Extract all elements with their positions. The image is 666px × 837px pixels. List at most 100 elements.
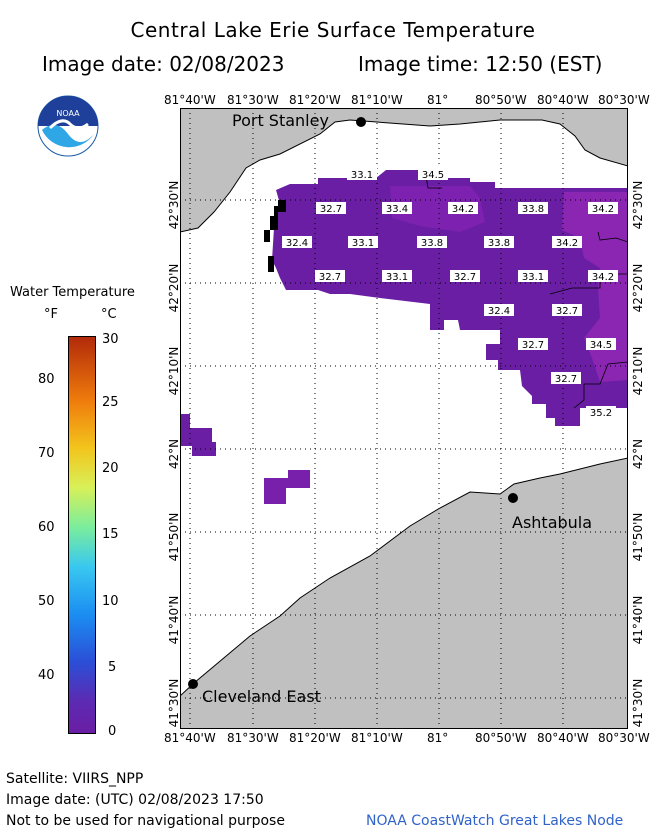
- footer-credit: NOAA CoastWatch Great Lakes Node: [366, 813, 624, 829]
- footer-utc-date: Image date: (UTC) 02/08/2023 17:50: [6, 792, 264, 808]
- footer-disclaimer: Not to be used for navigational purpose: [6, 813, 285, 829]
- temp-label: 32.7: [316, 202, 346, 215]
- city-marker: [356, 117, 366, 127]
- legend-unit-c: °C: [101, 307, 117, 322]
- legend-c-tick: 5: [108, 660, 117, 675]
- temperature-region-warm: [390, 186, 485, 232]
- temp-label: 34.2: [588, 270, 618, 283]
- lon-tick-bottom: 80°50'W: [475, 731, 527, 745]
- svg-text:32.7: 32.7: [454, 272, 476, 283]
- temp-label: 33.4: [382, 202, 412, 215]
- svg-text:32.4: 32.4: [286, 238, 308, 249]
- legend-c-tick: 30: [102, 332, 119, 347]
- temp-label: 34.5: [586, 338, 616, 351]
- svg-text:32.7: 32.7: [320, 204, 342, 215]
- temperature-patch: [264, 470, 310, 504]
- image-time: Image time: 12:50 (EST): [358, 52, 603, 76]
- lat-tick-right: 42°N: [631, 438, 645, 470]
- lon-tick-top: 81°: [427, 93, 449, 107]
- legend-f-tick: 70: [38, 446, 55, 461]
- lon-tick-top: 80°40'W: [537, 93, 589, 107]
- lon-tick-bottom: 80°40'W: [537, 731, 589, 745]
- lat-tick-left: 42°20'N: [167, 263, 181, 313]
- svg-text:34.2: 34.2: [556, 238, 578, 249]
- temp-label: 33.8: [484, 236, 514, 249]
- map-title: Central Lake Erie Surface Temperature: [130, 18, 536, 42]
- temp-label: 34.5: [418, 168, 448, 181]
- svg-text:34.2: 34.2: [452, 204, 474, 215]
- city-marker: [188, 679, 198, 689]
- map-panel: 33.1 34.5 32.7 33.4 34.2 33.8 34.2 32.4 …: [180, 108, 628, 729]
- svg-text:35.2: 35.2: [590, 408, 612, 419]
- city-label: Ashtabula: [512, 513, 592, 532]
- lon-tick-top: 80°50'W: [475, 93, 527, 107]
- temp-label: 32.7: [552, 304, 582, 317]
- lat-tick-left: 42°10'N: [167, 346, 181, 396]
- legend-unit-f: °F: [44, 307, 58, 322]
- lon-tick-top: 81°30'W: [227, 93, 279, 107]
- temp-label: 32.4: [282, 236, 312, 249]
- legend-f-tick: 40: [38, 668, 55, 683]
- lon-tick-top: 81°20'W: [289, 93, 341, 107]
- svg-text:33.1: 33.1: [352, 238, 374, 249]
- svg-text:32.4: 32.4: [488, 306, 510, 317]
- svg-text:33.8: 33.8: [488, 238, 510, 249]
- isotherm-line: [573, 361, 628, 409]
- lon-tick-bottom: 81°30'W: [227, 731, 279, 745]
- svg-text:32.7: 32.7: [555, 374, 577, 385]
- city-cleveland-east: Cleveland East: [188, 679, 321, 706]
- legend-c-tick: 25: [102, 395, 119, 410]
- city-marker: [508, 493, 518, 503]
- temp-label: 33.1: [348, 236, 378, 249]
- svg-text:33.4: 33.4: [386, 204, 408, 215]
- svg-text:34.5: 34.5: [590, 340, 612, 351]
- svg-text:34.5: 34.5: [422, 170, 444, 181]
- svg-text:32.7: 32.7: [319, 272, 341, 283]
- city-ashtabula: Ashtabula: [508, 493, 592, 532]
- lon-tick-bottom: 81°10'W: [351, 731, 403, 745]
- temp-label: 33.8: [518, 202, 548, 215]
- lat-tick-left: 42°N: [167, 438, 181, 470]
- city-port-stanley: Port Stanley: [232, 111, 366, 130]
- lon-tick-bottom: 80°30'W: [598, 731, 650, 745]
- legend-c-tick: 15: [102, 527, 119, 542]
- temp-label: 32.7: [450, 270, 480, 283]
- legend-c-tick: 10: [102, 594, 119, 609]
- svg-text:33.8: 33.8: [421, 238, 443, 249]
- legend-f-tick: 50: [38, 594, 55, 609]
- temp-label: 34.2: [552, 236, 582, 249]
- svg-text:33.1: 33.1: [351, 170, 373, 181]
- legend-f-tick: 80: [38, 372, 55, 387]
- lon-tick-bottom: 81°40'W: [164, 731, 216, 745]
- lon-tick-bottom: 81°: [427, 731, 449, 745]
- legend-color-bar: [68, 336, 96, 734]
- svg-text:34.2: 34.2: [592, 204, 614, 215]
- temperature-region-main: [272, 170, 628, 426]
- lon-tick-bottom: 81°20'W: [289, 731, 341, 745]
- temp-label: 32.7: [518, 338, 548, 351]
- temp-label: 33.1: [382, 270, 412, 283]
- lat-tick-right: 42°30'N: [631, 180, 645, 230]
- lat-tick-right: 41°50'N: [631, 512, 645, 562]
- no-data-pixels: [264, 200, 286, 272]
- svg-text:34.2: 34.2: [592, 272, 614, 283]
- temp-label: 32.7: [315, 270, 345, 283]
- svg-text:33.1: 33.1: [522, 272, 544, 283]
- legend-c-tick: 0: [108, 724, 117, 739]
- legend-c-tick: 20: [102, 461, 119, 476]
- lat-tick-left: 41°50'N: [167, 512, 181, 562]
- city-label: Port Stanley: [232, 111, 329, 130]
- noaa-logo: NOAA: [36, 94, 100, 162]
- temp-label: 32.4: [484, 304, 514, 317]
- lat-tick-right: 42°20'N: [631, 263, 645, 313]
- city-label: Cleveland East: [202, 687, 321, 706]
- svg-text:32.7: 32.7: [556, 306, 578, 317]
- graticule: [180, 108, 628, 729]
- svg-text:33.1: 33.1: [386, 272, 408, 283]
- lon-tick-top: 80°30'W: [598, 93, 650, 107]
- isotherm-line: [597, 231, 628, 243]
- temp-label: 33.1: [518, 270, 548, 283]
- temp-label: 34.2: [588, 202, 618, 215]
- map-frame: [180, 108, 628, 729]
- lon-tick-top: 81°10'W: [351, 93, 403, 107]
